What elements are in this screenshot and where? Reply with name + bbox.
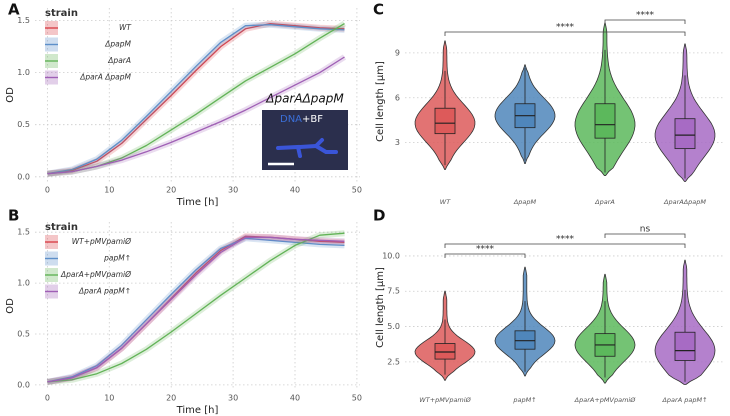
x-tick-label: 20 [166,394,176,403]
legend-label: ΔparA ΔpapM [79,73,131,82]
x-tick-label: 50 [352,394,362,403]
y-axis-title: OD [5,87,16,103]
series-line [47,235,345,383]
x-tick-label: 30 [228,186,238,195]
x-tick-label: papM↑ [512,396,536,404]
x-tick-label: 0 [45,186,50,195]
y-tick-label: 3 [395,138,400,147]
x-tick-label: ΔparA papM↑ [661,396,707,404]
legend-label: WT [119,23,132,32]
x-tick-label: 10 [104,186,114,195]
inset-channel: +BF [302,114,323,125]
y-tick-label: 0.0 [17,172,30,181]
series-line [47,24,345,175]
y-tick-label: 7.5 [387,287,400,296]
legend-label: ΔpapM [104,40,131,49]
significance-bracket [604,19,686,24]
legend-label: ΔparA papM↑ [78,287,131,296]
y-tick-label: 0.0 [17,380,30,389]
y-tick-label: 9 [395,48,400,57]
significance-label: **** [636,11,655,21]
x-tick-label: 0 [45,394,50,403]
y-axis-title: Cell length [µm] [375,61,386,142]
x-tick-label: ΔparAΔpapM [663,198,706,206]
significance-bracket [444,253,526,258]
inset-title: ΔparAΔpapM [265,92,344,106]
significance-bracket [444,243,686,248]
x-tick-label: 50 [352,186,362,195]
series-ribbon [46,233,345,385]
panel-label: D [373,207,385,225]
x-tick-label: WT [440,198,451,206]
x-tick-label: 40 [290,394,300,403]
y-tick-label: 2.5 [387,357,400,366]
y-tick-label: 1.0 [17,68,30,77]
x-tick-label: ΔparA+pMVpamiØ [574,396,637,404]
panel-label: B [8,207,19,225]
x-tick-label: ΔpapM [513,198,537,206]
inset-cell [314,144,338,154]
legend-title: strain [45,8,78,19]
x-axis-title: Time [h] [176,405,219,416]
y-tick-label: 0.5 [17,120,30,129]
y-axis-title: OD [5,298,16,314]
legend-label: ΔparA [107,56,131,65]
series-line [47,56,345,175]
x-tick-label: 10 [104,394,114,403]
inset-stain: DNA [280,114,302,125]
y-tick-label: 1.0 [17,279,30,288]
box [594,103,616,139]
y-axis-title: Cell length [µm] [375,267,386,348]
inset-image [262,110,348,170]
panel-label: A [8,1,20,19]
box [434,107,456,135]
significance-label: **** [476,245,495,255]
significance-label: ns [640,225,651,235]
y-tick-label: 0.5 [17,330,30,339]
series-line [47,236,345,383]
box [434,343,456,360]
legend-title: strain [45,222,78,233]
significance-bracket [444,31,686,36]
inset-cell [298,144,318,149]
x-tick-label: WT+pMVpamiØ [419,396,471,404]
series-line [47,237,345,383]
x-tick-label: 20 [166,186,176,195]
significance-label: **** [556,23,575,33]
legend-label: WT+pMVpamiØ [72,237,132,246]
box [674,331,696,361]
y-tick-label: 1.5 [17,16,30,25]
y-tick-label: 1.5 [17,228,30,237]
box [514,330,536,350]
inset-label: DNA+BF [280,114,323,125]
x-tick-label: 40 [290,186,300,195]
significance-label: **** [556,235,575,245]
x-tick-label: 30 [228,394,238,403]
panel-label: C [373,1,384,19]
box [674,118,696,150]
series-ribbon [47,230,345,385]
y-tick-label: 5.0 [387,322,400,331]
series-ribbon [46,234,345,385]
legend-label: ΔparA+pMVpamiØ [60,270,132,279]
y-tick-label: 10.0 [382,251,400,260]
legend-label: papM↑ [103,254,131,263]
x-axis-title: Time [h] [176,197,219,208]
significance-bracket [604,233,686,238]
series-line [47,232,345,383]
series-line [47,22,345,175]
x-tick-label: ΔparA [594,198,615,206]
y-tick-label: 6 [395,93,400,102]
